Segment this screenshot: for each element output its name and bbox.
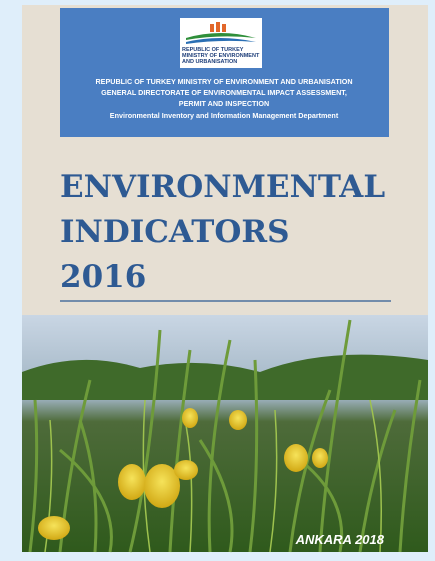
header-line: PERMIT AND INSPECTION xyxy=(179,99,269,108)
page: REPUBLIC OF TURKEY MINISTRY OF ENVIRONME… xyxy=(0,0,435,556)
header-line: GENERAL DIRECTORATE OF ENVIRONMENTAL IMP… xyxy=(101,88,347,97)
footer-place: ANKARA 2018 xyxy=(295,532,385,547)
title-line: INDICATORS xyxy=(60,214,289,250)
header-line: REPUBLIC OF TURKEY MINISTRY OF ENVIRONME… xyxy=(95,77,352,86)
title-line: 2016 xyxy=(60,259,146,295)
logo-text: AND URBANISATION xyxy=(182,59,237,65)
title-line: ENVIRONMENTAL xyxy=(60,169,385,205)
header-line: Environmental Inventory and Information … xyxy=(110,111,339,120)
cover: REPUBLIC OF TURKEY MINISTRY OF ENVIRONME… xyxy=(0,0,435,556)
